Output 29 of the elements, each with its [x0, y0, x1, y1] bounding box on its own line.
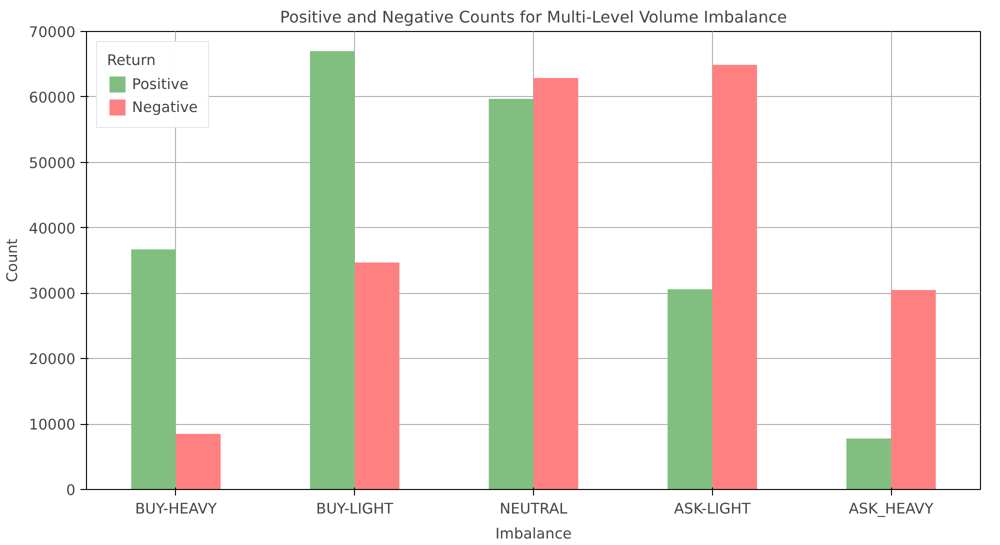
x-axis-title: Imbalance: [495, 526, 572, 542]
y-tick-label: 40000: [28, 220, 76, 238]
bar: [310, 51, 355, 490]
bar: [891, 290, 936, 490]
y-tick-label: 10000: [28, 416, 76, 434]
legend-label: Negative: [132, 98, 198, 116]
chart-title: Positive and Negative Counts for Multi-Level Volume Imbalance: [280, 8, 787, 26]
y-tick-label: 0: [66, 482, 76, 499]
bar: [668, 289, 712, 490]
y-tick-label: 50000: [28, 154, 76, 172]
x-tick-label: NEUTRAL: [500, 500, 568, 518]
x-tick-label: BUY-HEAVY: [135, 500, 217, 518]
y-tick-label: 70000: [28, 24, 76, 41]
bar: [712, 64, 757, 490]
legend-label: Positive: [132, 76, 188, 92]
x-tick-label: ASK-LIGHT: [674, 500, 751, 518]
x-tick-label: BUY-LIGHT: [316, 500, 394, 518]
legend-title: Return: [107, 52, 157, 69]
y-axis-title: Count: [4, 238, 21, 282]
y-tick-label: 20000: [28, 351, 76, 368]
x-tick-label: ASK_HEAVY: [848, 500, 934, 518]
bar: [176, 434, 221, 490]
bar: [534, 78, 578, 490]
bar: [131, 249, 176, 490]
bar: [846, 438, 892, 490]
y-tick-label: 30000: [28, 286, 76, 303]
y-tick-label: 60000: [28, 89, 76, 106]
bar: [354, 262, 400, 490]
bar: [488, 98, 534, 490]
